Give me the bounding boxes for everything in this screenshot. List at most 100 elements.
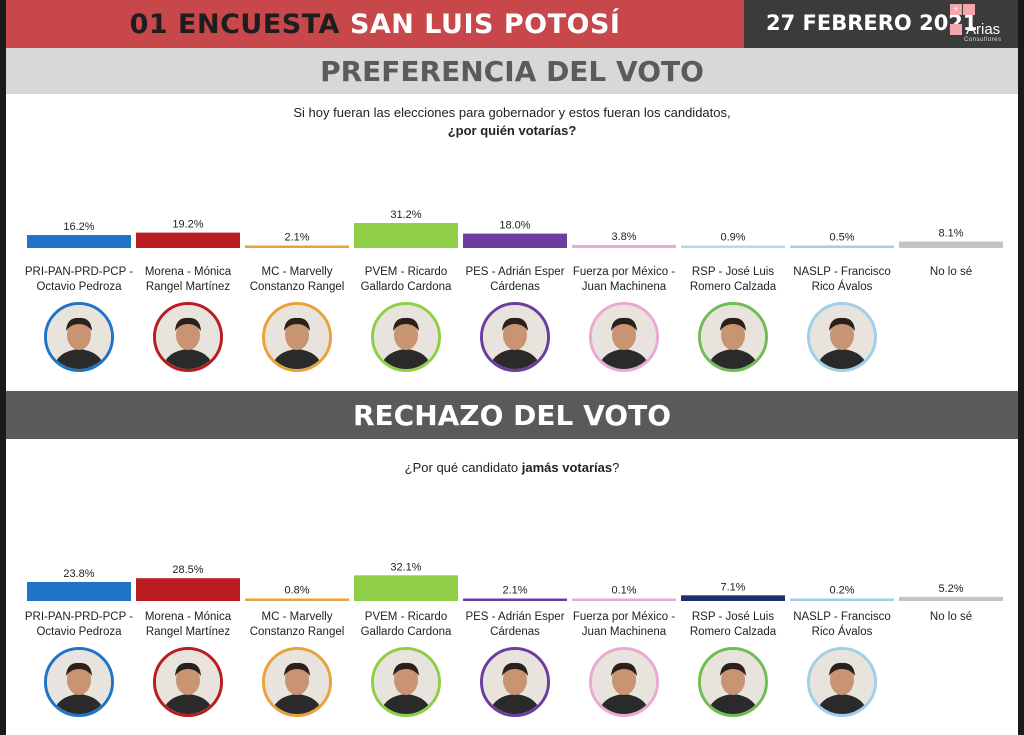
bar-3 — [245, 245, 349, 248]
bar-value-label: 18.0% — [499, 220, 530, 232]
question-rejection: ¿Por qué candidato jamás votarías? — [6, 459, 1018, 477]
candidate-label: No lo sé — [894, 265, 1008, 297]
candidate-label-line: PVEM - Ricardo — [364, 266, 448, 278]
candidate-label: PVEM - Ricardo Gallardo Cardona — [349, 265, 463, 297]
title-survey-number: 01 ENCUESTA — [129, 8, 340, 40]
candidate-column: MC - Marvelly Constanzo Rangel — [240, 265, 354, 372]
title-banner: 01 ENCUESTA SAN LUIS POTOSÍ — [6, 0, 744, 48]
candidate-photo-icon — [153, 302, 223, 372]
candidate-label-line: Cárdenas — [490, 281, 540, 293]
candidate-column: Fuerza por México - Juan Machinena — [567, 610, 681, 717]
bar-6 — [572, 598, 676, 601]
top-bar: 01 ENCUESTA SAN LUIS POTOSÍ 27 FEBRERO 2… — [6, 0, 1018, 48]
candidate-label: Fuerza por México - Juan Machinena — [567, 265, 681, 297]
candidate-label: No lo sé — [894, 610, 1008, 642]
candidate-label-line: RSP - José Luis — [691, 266, 775, 278]
candidate-photo-icon — [698, 302, 768, 372]
bar-value-label: 0.5% — [829, 232, 854, 244]
bar-value-label: 7.1% — [720, 581, 745, 593]
candidate-label-line: RSP - José Luis — [691, 611, 775, 623]
candidate-column: PES - Adrián Esper Cárdenas — [458, 265, 572, 372]
bar-value-label: 0.2% — [829, 585, 854, 597]
question-text: ¿Por qué candidato — [404, 460, 522, 475]
logo-square-icon: + — [950, 4, 962, 15]
candidate-label-line: PES - Adrián Esper — [465, 266, 565, 278]
candidate-column: NASLP - Francisco Rico Ávalos — [785, 610, 899, 717]
candidate-label-line: Romero Calzada — [689, 626, 777, 638]
question-line: Si hoy fueran las elecciones para gobern… — [293, 105, 731, 120]
candidate-label: PES - Adrián Esper Cárdenas — [458, 265, 572, 297]
candidate-label: MC - Marvelly Constanzo Rangel — [240, 610, 354, 642]
rejection-bar-chart: 23.8% 28.5% 0.8% 32.1% 2.1% 0.1% 7.1% 0.2% 5.2% — [27, 561, 1003, 601]
candidate-label-line: Octavio Pedroza — [36, 281, 122, 293]
candidate-label: PRI-PAN-PRD-PCP - Octavio Pedroza — [22, 265, 136, 297]
candidate-column: Morena - Mónica Rangel Martínez — [131, 265, 245, 372]
candidate-photo-icon — [262, 647, 332, 717]
candidate-label-line: Octavio Pedroza — [36, 626, 122, 638]
bar-value-label: 23.8% — [63, 568, 94, 580]
bar-value-label: 0.8% — [284, 585, 309, 597]
bar-4 — [354, 575, 458, 601]
survey-date: 27 FEBRERO 2021 — [766, 11, 978, 35]
preference-bar-chart: 16.2% 19.2% 2.1% 31.2% 18.0% 3.8% 0.9% 0.5% 8.1% — [27, 209, 1003, 248]
bar-2 — [136, 578, 240, 601]
bar-value-label: 8.1% — [938, 228, 963, 240]
question-preference: Si hoy fueran las elecciones para gobern… — [6, 104, 1018, 140]
bar-3 — [245, 598, 349, 601]
section-heading-rejection: RECHAZO DEL VOTO — [6, 391, 1018, 439]
candidate-photo-icon — [480, 647, 550, 717]
question-line-bold: ¿por quién votarías? — [447, 123, 577, 138]
candidate-label: Morena - Mónica Rangel Martínez — [131, 610, 245, 642]
bar-9 — [899, 596, 1003, 601]
bar-2 — [136, 232, 240, 248]
candidate-label: PES - Adrián Esper Cárdenas — [458, 610, 572, 642]
bar-value-label: 3.8% — [611, 231, 636, 243]
logo-square-icon — [963, 4, 975, 15]
section-title: PREFERENCIA DEL VOTO — [320, 54, 704, 88]
bar-value-label: 5.2% — [938, 583, 963, 595]
logo-square-icon — [950, 24, 962, 35]
candidate-column: PRI-PAN-PRD-PCP - Octavio Pedroza — [22, 610, 136, 717]
bar-8 — [790, 245, 894, 248]
candidate-column: RSP - José Luis Romero Calzada — [676, 610, 790, 717]
candidate-column: Fuerza por México - Juan Machinena — [567, 265, 681, 372]
candidate-photo-icon — [807, 302, 877, 372]
candidate-label-line: PES - Adrián Esper — [465, 611, 565, 623]
candidate-label-line: Rico Ávalos — [811, 626, 873, 638]
candidate-photo-icon — [480, 302, 550, 372]
bar-value-label: 2.1% — [284, 232, 309, 244]
candidate-column: NASLP - Francisco Rico Ávalos — [785, 265, 899, 372]
candidate-label: Fuerza por México - Juan Machinena — [567, 610, 681, 642]
candidate-label-line: Constanzo Rangel — [249, 281, 345, 293]
bar-4 — [354, 223, 458, 248]
bar-6 — [572, 244, 676, 248]
candidate-column: PVEM - Ricardo Gallardo Cardona — [349, 610, 463, 717]
candidate-label: NASLP - Francisco Rico Ávalos — [785, 265, 899, 297]
candidate-label-line: NASLP - Francisco — [793, 266, 891, 278]
question-text-bold: jamás votarías — [521, 460, 613, 475]
candidate-label-line: No lo sé — [929, 266, 973, 278]
bar-value-label: 0.9% — [720, 232, 745, 244]
bar-8 — [790, 598, 894, 601]
candidate-label-line: Constanzo Rangel — [249, 626, 345, 638]
bar-value-label: 31.2% — [390, 209, 421, 221]
bar-value-label: 16.2% — [63, 221, 94, 233]
candidate-label-line: Romero Calzada — [689, 281, 777, 293]
bar-1 — [27, 235, 131, 248]
candidate-label-line: Cárdenas — [490, 626, 540, 638]
candidate-label: PVEM - Ricardo Gallardo Cardona — [349, 610, 463, 642]
candidate-label-line: PRI-PAN-PRD-PCP - — [24, 611, 134, 623]
question-text: ? — [612, 460, 620, 475]
candidate-label-line: Morena - Mónica — [144, 266, 232, 278]
candidate-column: No lo sé — [894, 265, 1008, 297]
candidate-label: MC - Marvelly Constanzo Rangel — [240, 265, 354, 297]
candidate-label-line: NASLP - Francisco — [793, 611, 891, 623]
arias-logo-icon: + Arias Consultores — [950, 2, 1010, 46]
candidate-column: RSP - José Luis Romero Calzada — [676, 265, 790, 372]
date-banner: 27 FEBRERO 2021 + Arias Consultores — [744, 0, 1018, 48]
bar-7 — [681, 595, 785, 601]
candidate-photo-icon — [807, 647, 877, 717]
survey-infographic: 01 ENCUESTA SAN LUIS POTOSÍ 27 FEBRERO 2… — [6, 0, 1018, 735]
bar-9 — [899, 241, 1003, 248]
bar-value-label: 0.1% — [611, 585, 636, 597]
